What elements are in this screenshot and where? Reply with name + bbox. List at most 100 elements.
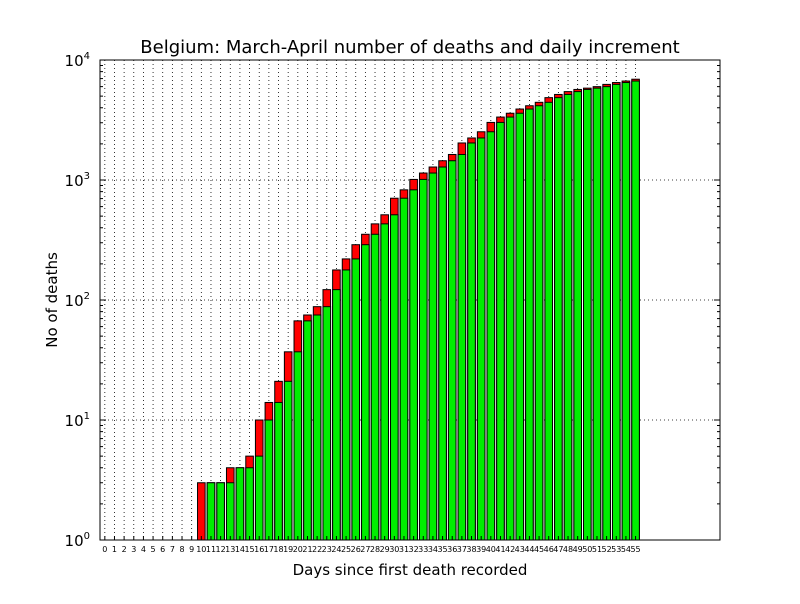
x-tick-label: 27 <box>360 545 370 554</box>
bar-previous <box>312 314 322 541</box>
x-tick-label: 45 <box>534 545 544 554</box>
x-tick-label: 5 <box>151 545 156 554</box>
x-tick-label: 23 <box>322 545 332 554</box>
x-tick-label: 50 <box>582 545 592 554</box>
x-tick-label: 21 <box>302 545 312 554</box>
bar-previous <box>438 166 447 541</box>
x-axis-label: Days since first death recorded <box>293 561 528 579</box>
x-tick-label: 47 <box>553 545 563 554</box>
x-tick-label: 52 <box>602 545 612 554</box>
x-tick-label: 41 <box>495 545 505 554</box>
bar-previous <box>428 172 438 541</box>
bar-previous <box>621 82 631 541</box>
bar-previous <box>534 105 544 541</box>
bar-previous <box>380 223 389 541</box>
bar-previous <box>418 178 428 541</box>
x-tick-label: 40 <box>486 545 496 554</box>
bar-previous <box>361 244 370 541</box>
y-tick-label: 100 <box>65 531 90 550</box>
x-tick-label: 37 <box>457 545 467 554</box>
x-tick-label: 35 <box>437 545 447 554</box>
y-ticks: 100 101 102 103 104 <box>65 51 720 550</box>
x-tick-label: 33 <box>418 545 428 554</box>
x-tick-label: 22 <box>312 545 322 554</box>
x-tick-label: 31 <box>399 545 409 554</box>
x-tick-label: 39 <box>476 545 486 554</box>
bar-previous <box>525 108 534 541</box>
x-tick-label: 12 <box>216 545 226 554</box>
x-tick-label: 6 <box>160 545 165 554</box>
bar-previous <box>486 131 496 541</box>
x-tick-label: 8 <box>179 545 184 554</box>
x-tick-label: 29 <box>380 545 390 554</box>
bar-previous <box>332 289 341 541</box>
bar-previous <box>274 401 283 541</box>
x-tick-label: 49 <box>573 545 583 554</box>
x-tick-label: 55 <box>630 545 640 554</box>
x-tick-label: 19 <box>283 545 293 554</box>
bar-previous <box>206 482 216 541</box>
x-tick-label: 0 <box>102 545 107 554</box>
bar-previous <box>457 153 467 541</box>
x-tick-label: 4 <box>141 545 146 554</box>
x-tick-label: 43 <box>515 545 525 554</box>
bar-previous <box>476 137 486 541</box>
x-tick-label: 9 <box>189 545 194 554</box>
bar-previous <box>264 419 274 541</box>
y-tick-label: 101 <box>65 411 90 430</box>
x-tick-label: 53 <box>611 545 621 554</box>
bar-previous <box>399 197 409 541</box>
bar-previous <box>447 160 457 541</box>
x-tick-label: 15 <box>244 545 254 554</box>
bar-previous <box>554 97 563 541</box>
x-tick-label: 48 <box>563 545 573 554</box>
bar-previous <box>216 482 225 541</box>
y-axis-label: No of deaths <box>43 252 61 348</box>
bar-previous <box>563 93 573 541</box>
bar-previous <box>631 80 640 541</box>
bar-previous <box>496 121 505 541</box>
bar-previous <box>283 380 293 541</box>
x-tick-label: 1 <box>112 545 117 554</box>
bar-total <box>197 482 206 541</box>
x-tick-label: 26 <box>351 545 361 554</box>
x-tick-label: 13 <box>225 545 235 554</box>
x-tick-label: 7 <box>170 545 175 554</box>
x-tick-label: 25 <box>341 545 351 554</box>
bar-previous <box>370 233 380 541</box>
x-tick-label: 54 <box>621 545 631 554</box>
bar-previous <box>245 467 254 541</box>
x-tick-label: 14 <box>235 545 245 554</box>
bar-previous <box>602 86 611 541</box>
bar-previous <box>235 467 245 541</box>
x-tick-label: 24 <box>331 545 341 554</box>
bar-previous <box>303 320 312 541</box>
x-tick-label: 34 <box>428 545 438 554</box>
x-tick-label: 18 <box>273 545 283 554</box>
x-tick-label: 2 <box>122 545 127 554</box>
x-tick-label: 38 <box>466 545 476 554</box>
bar-previous <box>583 88 592 541</box>
x-tick-label: 3 <box>131 545 136 554</box>
bar-previous <box>515 112 525 541</box>
x-tick-label: 16 <box>254 545 264 554</box>
x-tick-label: 28 <box>370 545 380 554</box>
x-tick-label: 10 <box>196 545 206 554</box>
x-tick-label: 46 <box>544 545 554 554</box>
x-tick-label: 20 <box>293 545 303 554</box>
y-tick-label: 102 <box>65 291 90 310</box>
x-tick-label: 30 <box>389 545 399 554</box>
bar-previous <box>592 87 602 541</box>
bar-previous <box>544 101 554 541</box>
x-tick-label: 42 <box>505 545 515 554</box>
x-ticks: 0 1 2 3 4 5 6 7 8 9 10 11 12 13 14 15 16 17 18 19 20 21 22 23 24… <box>102 536 641 554</box>
bar-previous <box>505 116 515 541</box>
x-tick-label: 11 <box>206 545 216 554</box>
bar-previous <box>351 258 361 541</box>
x-tick-label: 17 <box>264 545 274 554</box>
chart-title: Belgium: March-April number of deaths an… <box>140 37 679 58</box>
bar-previous <box>467 142 476 541</box>
y-tick-label: 103 <box>65 171 90 190</box>
